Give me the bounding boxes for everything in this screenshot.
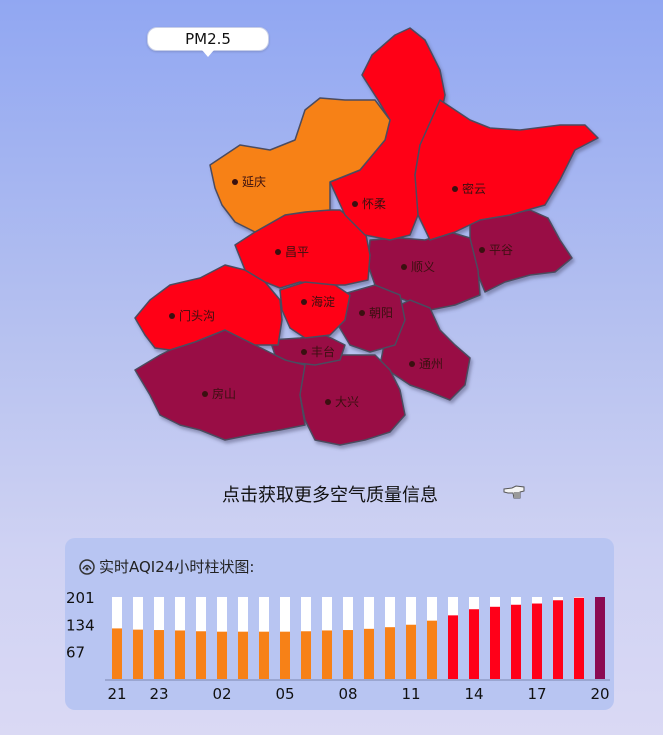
district-label: 门头沟 — [179, 308, 215, 323]
district-marker — [352, 201, 358, 207]
district-marker — [325, 399, 331, 405]
district-marker — [479, 247, 485, 253]
aqi-bar-14[interactable] — [469, 609, 479, 679]
district-marker — [275, 249, 281, 255]
district-label: 丰台 — [311, 344, 335, 359]
district-marker — [169, 313, 175, 319]
chart-icon — [79, 559, 95, 575]
aqi-bar-08[interactable] — [343, 630, 353, 679]
district-chaoyang[interactable] — [337, 284, 406, 353]
district-label: 顺义 — [411, 260, 435, 274]
district-pinggu[interactable] — [469, 209, 573, 293]
aqi-bar-22[interactable] — [133, 629, 143, 679]
district-label: 延庆 — [242, 175, 266, 189]
district-marker — [202, 391, 208, 397]
aqi-chart-panel: 实时AQI24小时柱状图: 201 134 67 21 23 02 05 08 11 14 17 20 — [65, 538, 614, 710]
aqi-bar-09[interactable] — [364, 628, 374, 679]
district-haidian[interactable] — [279, 281, 351, 339]
aqi-bar-01[interactable] — [196, 631, 206, 679]
aqi-bar-11[interactable] — [406, 624, 416, 679]
aqi-bar-05[interactable] — [280, 631, 290, 679]
district-label: 海淀 — [311, 294, 335, 309]
aqi-bar-18[interactable] — [553, 600, 563, 679]
district-label: 房山 — [212, 386, 236, 401]
x-tick-label: 08 — [338, 685, 357, 703]
district-label: 密云 — [462, 181, 486, 196]
district-marker — [301, 349, 307, 355]
district-label: 朝阳 — [369, 306, 393, 320]
district-mentougou[interactable] — [134, 264, 283, 351]
x-tick-label: 21 — [107, 685, 126, 703]
y-tick-label: 134 — [66, 616, 95, 634]
x-tick-label: 14 — [464, 685, 483, 703]
aqi-bar-07[interactable] — [322, 630, 332, 679]
x-tick-label: 11 — [401, 685, 420, 703]
x-tick-label: 05 — [275, 685, 294, 703]
aqi-bar-20[interactable] — [595, 597, 605, 679]
aqi-bar-15[interactable] — [490, 606, 500, 679]
district-marker — [452, 186, 458, 192]
x-tick-label: 23 — [149, 685, 168, 703]
district-label: 大兴 — [335, 395, 359, 409]
district-label: 通州 — [419, 357, 443, 371]
district-daxing[interactable] — [299, 354, 406, 446]
aqi-bar-06[interactable] — [301, 631, 311, 679]
district-marker — [401, 264, 407, 270]
aqi-bar-04[interactable] — [259, 631, 269, 679]
aqi-bar-23[interactable] — [154, 630, 164, 679]
district-label: 昌平 — [285, 245, 309, 259]
district-label: 怀柔 — [362, 197, 386, 211]
district-marker — [409, 361, 415, 367]
aqi-bar-02[interactable] — [217, 631, 227, 679]
district-marker — [359, 310, 365, 316]
aqi-bar-16[interactable] — [511, 604, 521, 679]
aqi-bar-chart: 201 134 67 21 23 02 05 08 11 14 17 20 — [66, 589, 610, 703]
y-tick-label: 67 — [66, 644, 85, 662]
district-yanqing[interactable] — [209, 97, 391, 233]
x-tick-label: 20 — [590, 685, 609, 703]
pointing-hand-icon — [503, 485, 525, 499]
y-tick-label: 201 — [66, 589, 95, 607]
aqi-bar-00[interactable] — [175, 630, 185, 679]
district-label: 平谷 — [489, 243, 513, 257]
aqi-bar-17[interactable] — [532, 603, 542, 679]
aqi-bar-19[interactable] — [574, 597, 584, 679]
district-miyun[interactable] — [414, 99, 599, 241]
aqi-bar-12[interactable] — [427, 620, 437, 679]
aqi-bar-10[interactable] — [385, 627, 395, 679]
aqi-bar-03[interactable] — [238, 631, 248, 679]
chart-title-text: 实时AQI24小时柱状图: — [99, 558, 255, 576]
aqi-bar-13[interactable] — [448, 615, 458, 679]
x-tick-label: 17 — [527, 685, 546, 703]
x-tick-label: 02 — [212, 685, 231, 703]
more-air-quality-link[interactable]: 点击获取更多空气质量信息 — [222, 485, 438, 506]
district-marker — [301, 299, 307, 305]
aqi-bar-21[interactable] — [112, 628, 122, 679]
pm25-tab[interactable]: PM2.5 — [147, 27, 269, 57]
district-marker — [232, 179, 238, 185]
chart-title: 实时AQI24小时柱状图: — [79, 556, 254, 577]
